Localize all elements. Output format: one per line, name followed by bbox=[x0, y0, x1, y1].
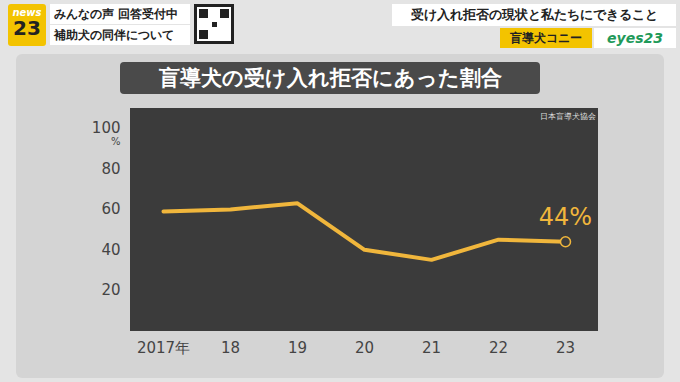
html-text:23: 23 bbox=[13, 16, 41, 40]
html-text:盲導犬の受け入れ拒否にあった割合: 盲導犬の受け入れ拒否にあった割合 bbox=[158, 66, 502, 90]
svg-text:40: 40 bbox=[101, 241, 120, 259]
svg-text:60: 60 bbox=[101, 200, 120, 218]
html-text:日本盲導犬協会: 日本盲導犬協会 bbox=[540, 112, 596, 121]
html-text:eyes23: eyes23 bbox=[607, 30, 663, 46]
svg-text:18: 18 bbox=[221, 339, 240, 357]
html-text:補助犬の同伴について: 補助犬の同伴について bbox=[54, 28, 174, 42]
html-text:受け入れ拒否の現状と私たちにできること: 受け入れ拒否の現状と私たちにできること bbox=[410, 7, 658, 22]
svg-text:23: 23 bbox=[556, 339, 575, 357]
html-text:盲導犬コニー: 盲導犬コニー bbox=[510, 31, 582, 45]
html-text:news: news bbox=[12, 7, 42, 18]
svg-text:20: 20 bbox=[355, 339, 374, 357]
svg-text:44%: 44% bbox=[539, 203, 592, 231]
svg-text:21: 21 bbox=[422, 339, 441, 357]
svg-text:100: 100 bbox=[92, 119, 121, 137]
html-text:みんなの声 回答受付中: みんなの声 回答受付中 bbox=[54, 7, 179, 21]
svg-text:22: 22 bbox=[489, 339, 508, 357]
svg-text:80: 80 bbox=[101, 160, 120, 178]
svg-text:2017年: 2017年 bbox=[137, 339, 190, 357]
svg-text:20: 20 bbox=[101, 281, 120, 299]
svg-text:19: 19 bbox=[288, 339, 307, 357]
